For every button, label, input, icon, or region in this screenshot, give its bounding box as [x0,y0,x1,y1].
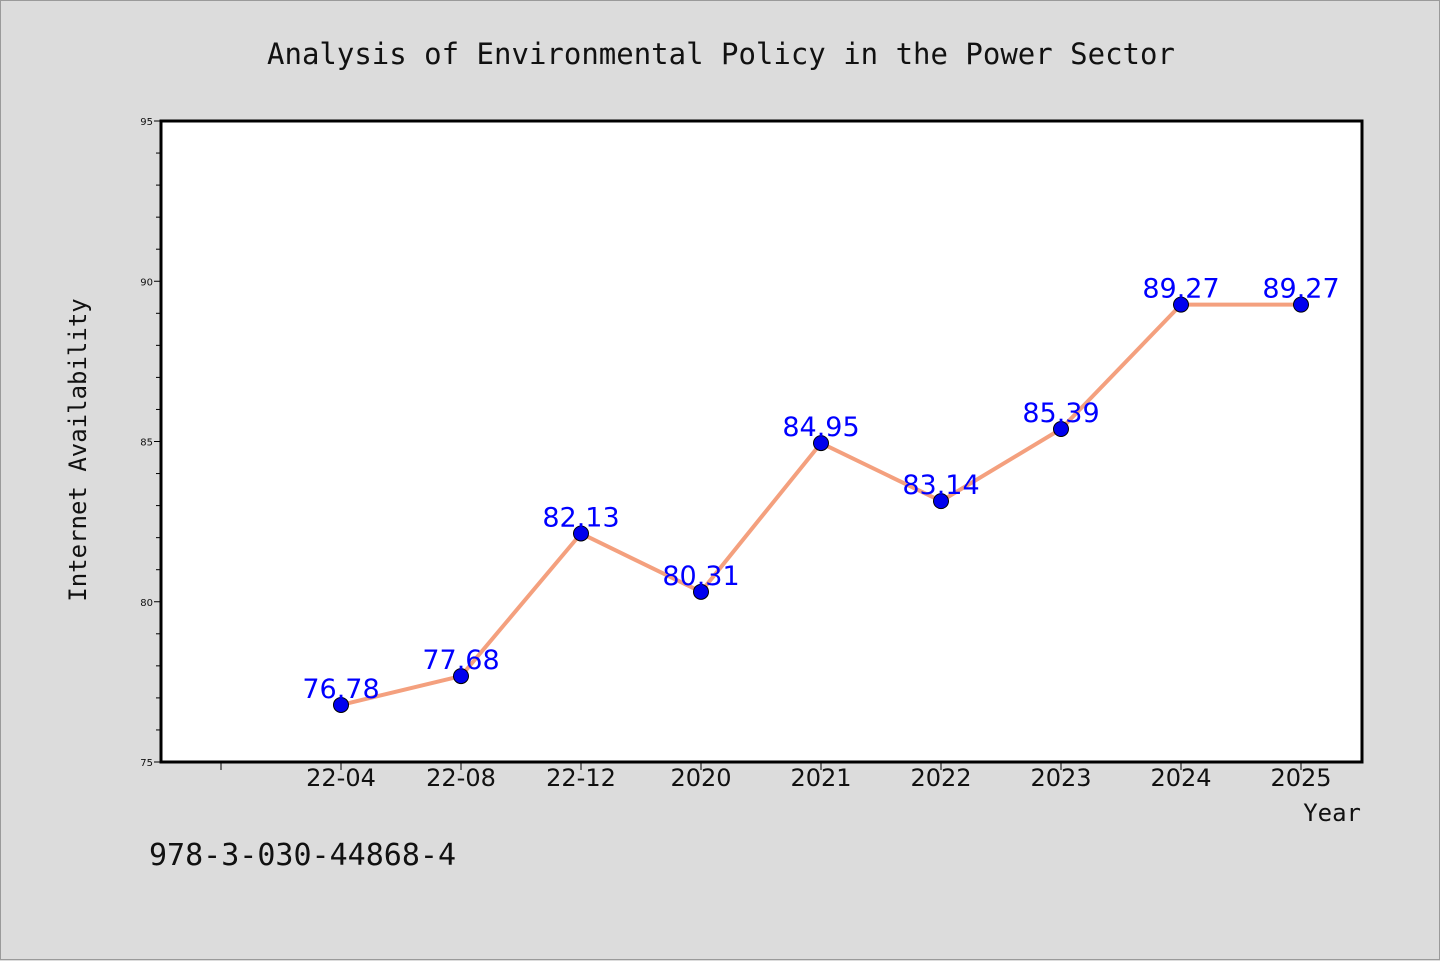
data-label: 85.39 [1022,398,1099,429]
x-tick-label: 2025 [1270,764,1331,792]
y-axis: 75 80 85 90 95 [140,117,161,769]
data-label: 84.95 [782,412,859,443]
data-point-marker [573,525,589,542]
x-axis: 22-04 22-08 22-12 2020 2021 2022 2023 2024 2025 [220,763,1332,792]
data-label: 89.27 [1262,274,1339,305]
data-label: 80.31 [662,561,739,592]
x-tick-label: 2020 [670,764,731,792]
data-point-marker [1293,296,1309,313]
data-labels: 76.78 77.68 82.13 80.31 84.95 83.14 85.39 89.27… [302,274,1339,705]
x-axis-title: Year [1303,799,1361,827]
data-point-marker [933,493,949,510]
x-tick-label: 2024 [1150,764,1211,792]
data-point-marker [1053,421,1069,438]
data-point-marker [453,668,469,685]
series-line-group [333,296,1309,713]
x-tick-label: 2021 [790,764,851,792]
data-label: 89.27 [1142,274,1219,305]
x-tick-label: 22-04 [306,764,376,792]
data-label: 77.68 [422,645,499,676]
x-tick-label: 2023 [1030,764,1091,792]
x-tick-label: 22-12 [546,764,616,792]
data-point-marker [333,696,349,713]
isbn-footer: 978-3-030-44868-4 [149,838,456,873]
data-point-marker [693,583,709,600]
y-tick-label: 80 [140,598,153,609]
plot-area [159,119,1364,764]
y-tick-label: 75 [140,758,153,769]
y-tick-label: 90 [140,277,153,288]
data-point-marker [1173,296,1189,313]
x-tick-label: 2022 [910,764,971,792]
data-point-marker [813,435,829,452]
y-tick-label: 85 [140,438,153,449]
data-label: 76.78 [302,674,379,705]
y-tick-label: 95 [140,117,153,128]
chart-title: Analysis of Environmental Policy in the … [267,37,1175,71]
data-label: 83.14 [902,470,979,501]
data-label: 82.13 [542,502,619,533]
y-axis-title: Internet Availability [64,298,92,601]
x-tick-label: 22-08 [426,764,496,792]
